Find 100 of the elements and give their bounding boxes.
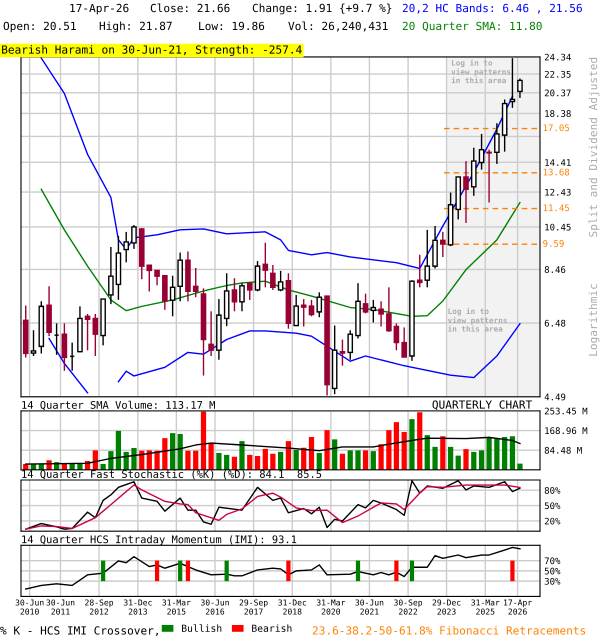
bar [193, 450, 198, 470]
bar [294, 450, 299, 470]
y-tick-label: 80% [544, 486, 560, 494]
bar [348, 450, 353, 470]
y-tick-label: 50% [544, 568, 560, 574]
candlestick [300, 298, 307, 328]
line-series [40, 188, 521, 318]
candlestick [146, 264, 152, 292]
bar [247, 454, 252, 470]
bar [162, 438, 168, 470]
candlestick [308, 299, 314, 318]
bar [510, 436, 516, 470]
text: Low: 19.86 [199, 22, 264, 30]
candlestick [123, 231, 130, 264]
bar [394, 422, 400, 470]
text: High: 21.87 [100, 21, 172, 32]
text: 20,2 HC Bands: 6.46 , 21.56 [402, 4, 582, 14]
bar [216, 453, 222, 470]
bar [409, 419, 415, 470]
y-tick-label: 18.38 [545, 110, 571, 118]
y-tick-label: 30% [544, 578, 560, 585]
x-tick-label: 30-Jun 2011 [46, 599, 74, 615]
candlestick [517, 78, 523, 99]
candlestick [347, 330, 354, 360]
legend-label: Bullish [182, 624, 222, 632]
y-tick-label: 12.43 [545, 188, 571, 196]
text: 20 Quarter SMA: 11.80 [402, 22, 542, 32]
bar [494, 438, 500, 470]
legend-label: Bearish [252, 624, 292, 632]
candlestick [192, 267, 199, 298]
bar [146, 450, 152, 470]
y-tick-label: 168.96 M [545, 427, 588, 434]
bar [316, 453, 322, 470]
bar [340, 454, 346, 470]
bar [478, 450, 484, 470]
bar [224, 454, 230, 470]
y-tick-label: 20% [544, 518, 560, 525]
x-tick-label: 28-Sep 2012 [85, 599, 114, 615]
bar [200, 412, 206, 470]
bar [370, 451, 376, 470]
bar [170, 433, 176, 470]
bar [139, 450, 144, 470]
ref-line-label: 13.68 [544, 168, 570, 176]
y-tick-label: 4.49 [544, 394, 566, 400]
bar [124, 452, 129, 470]
y-tick-label: 10.45 [545, 224, 571, 231]
candlestick [208, 310, 214, 357]
bar [185, 450, 191, 470]
candlestick [254, 260, 260, 292]
bar [432, 446, 438, 470]
bar [70, 464, 75, 470]
bar [324, 430, 330, 470]
candlestick [154, 270, 160, 286]
bar [262, 448, 268, 470]
candlestick [62, 322, 68, 372]
line-series [40, 57, 514, 270]
candlestick [494, 122, 500, 165]
bar [92, 450, 98, 470]
text: Open: 20.51 [4, 22, 76, 32]
y-tick-label: 50% [544, 502, 560, 510]
bar [424, 435, 430, 470]
x-tick-label: 30-Jun 2016 [200, 599, 229, 615]
x-tick-label: 31-Dec 2018 [278, 599, 306, 615]
candlestick [394, 322, 400, 351]
y-axis-title: Split and Dividend Adjusted [588, 58, 600, 237]
candlestick [131, 224, 137, 250]
y-tick-label: 6.48 [544, 320, 566, 327]
chart-title: 14 Quarter SMA Volume: 113.17 M [22, 400, 215, 410]
text: Close: 21.66 [150, 4, 230, 12]
bar [456, 456, 461, 470]
bar [116, 430, 122, 470]
candlestick [170, 275, 176, 318]
y-tick-label: 70% [544, 557, 560, 564]
x-tick-label: 30-Sep 2022 [394, 599, 422, 615]
bar [254, 456, 260, 470]
text: % K - HCS IMI Crossover, [0, 626, 158, 636]
candlestick [424, 229, 430, 288]
x-tick-label: 30-Jun 2021 [355, 599, 384, 615]
x-tick-label: 31-Mar 2025 [471, 599, 500, 615]
y-tick-label: 14.41 [545, 159, 571, 166]
candlestick [270, 264, 276, 291]
y-tick-label: 24.34 [544, 54, 571, 61]
x-tick-label: 17-Apr 2026 [504, 600, 532, 615]
bar [471, 452, 476, 470]
candlestick [293, 294, 299, 327]
line-series [25, 436, 521, 465]
candlestick [239, 282, 245, 312]
bar [278, 452, 284, 470]
bar [362, 450, 368, 470]
bar [178, 434, 183, 470]
candlestick [362, 292, 368, 314]
ref-line-label: 11.45 [544, 204, 570, 212]
x-tick-label: 29-Dec 2023 [432, 599, 460, 615]
candlestick [246, 281, 253, 301]
text: 23.6-38.2-50-61.8% Fibonacci Retracements [312, 626, 586, 635]
y-tick-label: 84.48 M [544, 446, 582, 454]
bar [270, 454, 276, 470]
y-tick-label: 20.37 [544, 90, 571, 96]
chart-title: 14 Quarter Fast Stochastic (%K) (%D): 84.1 85.5 [22, 470, 322, 480]
y-tick-label: 22.35 [544, 70, 571, 78]
